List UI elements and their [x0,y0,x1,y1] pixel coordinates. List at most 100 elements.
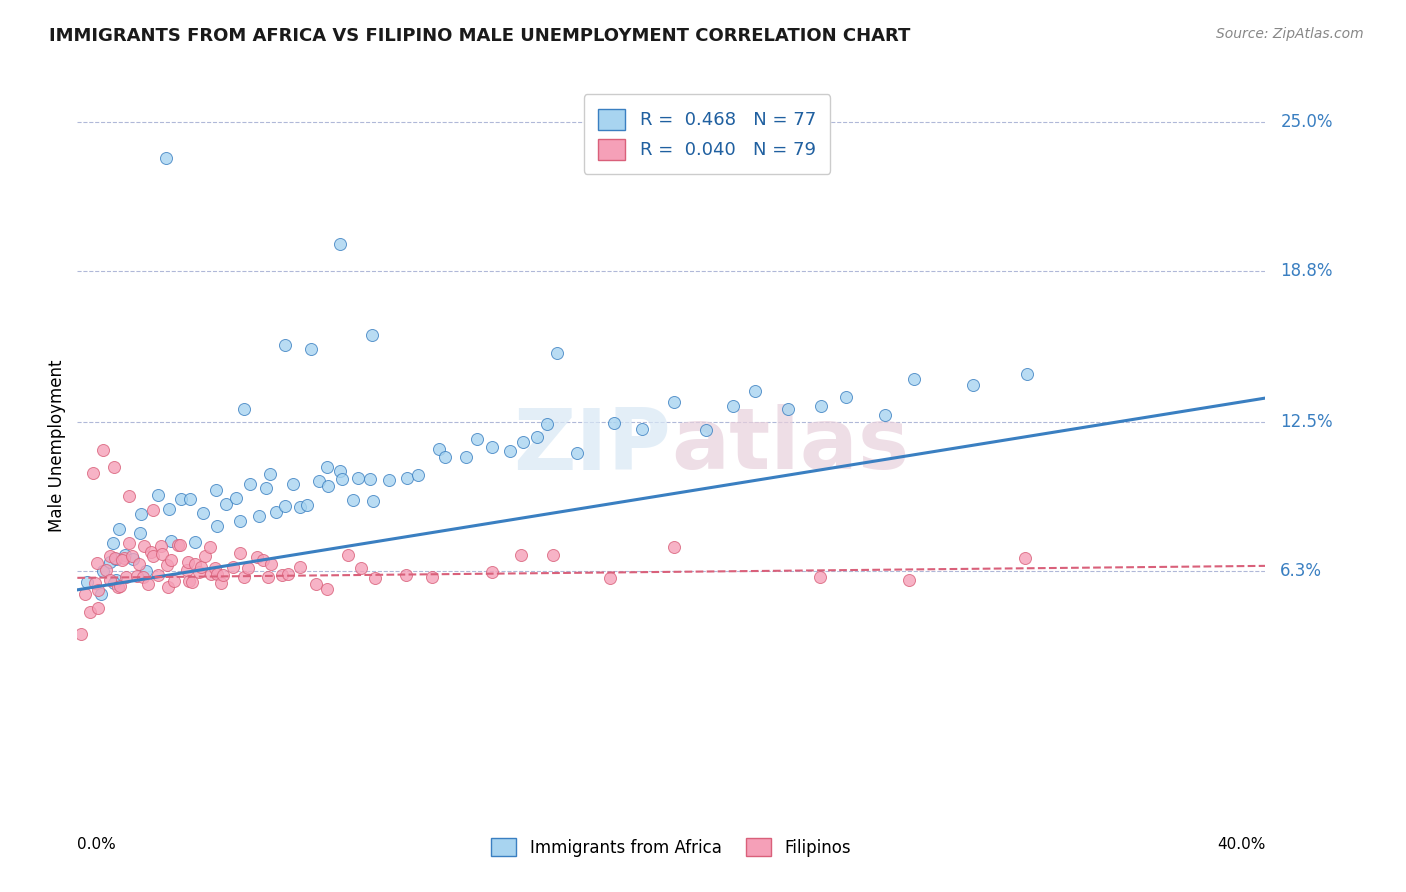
Point [108,522,131,536]
Point [79,605,101,619]
Point [288,559,311,574]
Point [361,493,384,508]
Point [122,552,145,566]
Point [163,574,186,588]
Y-axis label: Male Unemployment: Male Unemployment [48,359,66,533]
Point [136,576,159,591]
Point [467,432,489,446]
Point [662,394,685,409]
Text: ZIP: ZIP [513,404,672,488]
Point [179,491,201,506]
Point [170,492,193,507]
Point [541,548,564,562]
Point [90,587,112,601]
Point [177,556,200,570]
Point [1017,367,1039,381]
Point [181,574,204,589]
Text: 18.8%: 18.8% [1281,262,1333,280]
Point [247,508,270,523]
Point [75,587,97,601]
Point [406,468,429,483]
Point [125,569,148,583]
Point [129,525,152,540]
Point [299,342,322,356]
Point [98,555,121,569]
Point [512,434,534,449]
Point [179,574,201,588]
Point [112,551,135,566]
Point [142,549,165,564]
Point [87,600,110,615]
Point [264,505,287,519]
Point [1014,550,1036,565]
Point [776,401,799,416]
Point [183,558,205,572]
Point [316,479,339,493]
Point [205,483,228,498]
Text: 0.0%: 0.0% [77,837,117,852]
Point [427,442,450,457]
Point [225,491,247,506]
Point [187,565,209,579]
Point [336,548,359,562]
Point [316,582,339,596]
Point [229,546,252,560]
Point [271,568,294,582]
Point [156,558,179,572]
Point [536,417,558,432]
Point [721,399,744,413]
Point [157,502,180,516]
Point [108,579,131,593]
Point [86,556,108,570]
Point [567,446,589,460]
Text: IMMIGRANTS FROM AFRICA VS FILIPINO MALE UNEMPLOYMENT CORRELATION CHART: IMMIGRANTS FROM AFRICA VS FILIPINO MALE … [49,27,911,45]
Point [897,574,920,588]
Point [104,573,127,587]
Point [274,499,297,513]
Point [316,460,339,475]
Point [204,561,226,575]
Point [121,549,143,564]
Point [329,464,352,478]
Point [304,576,326,591]
Point [76,574,98,589]
Point [103,460,125,475]
Point [695,423,717,437]
Point [150,547,173,561]
Point [94,562,117,576]
Point [259,467,281,482]
Point [238,560,260,574]
Point [420,570,443,584]
Text: 40.0%: 40.0% [1218,837,1265,852]
Point [232,402,254,417]
Point [810,399,832,413]
Point [215,497,238,511]
Point [87,582,110,597]
Point [207,566,229,581]
Point [82,466,104,480]
Point [83,575,105,590]
Point [631,422,654,436]
Point [200,540,222,554]
Point [330,472,353,486]
Point [118,536,141,550]
Point [288,500,311,514]
Point [135,564,157,578]
Point [98,574,121,588]
Point [252,553,274,567]
Point [111,553,134,567]
Point [481,565,503,579]
Point [394,568,416,582]
Point [149,539,172,553]
Point [146,488,169,502]
Point [308,474,330,488]
Point [103,550,125,565]
Point [233,570,256,584]
Text: 6.3%: 6.3% [1281,562,1322,580]
Legend: Immigrants from Africa, Filipinos: Immigrants from Africa, Filipinos [485,831,858,863]
Point [277,567,299,582]
Point [481,440,503,454]
Point [103,536,125,550]
Point [209,576,232,591]
Point [350,561,373,575]
